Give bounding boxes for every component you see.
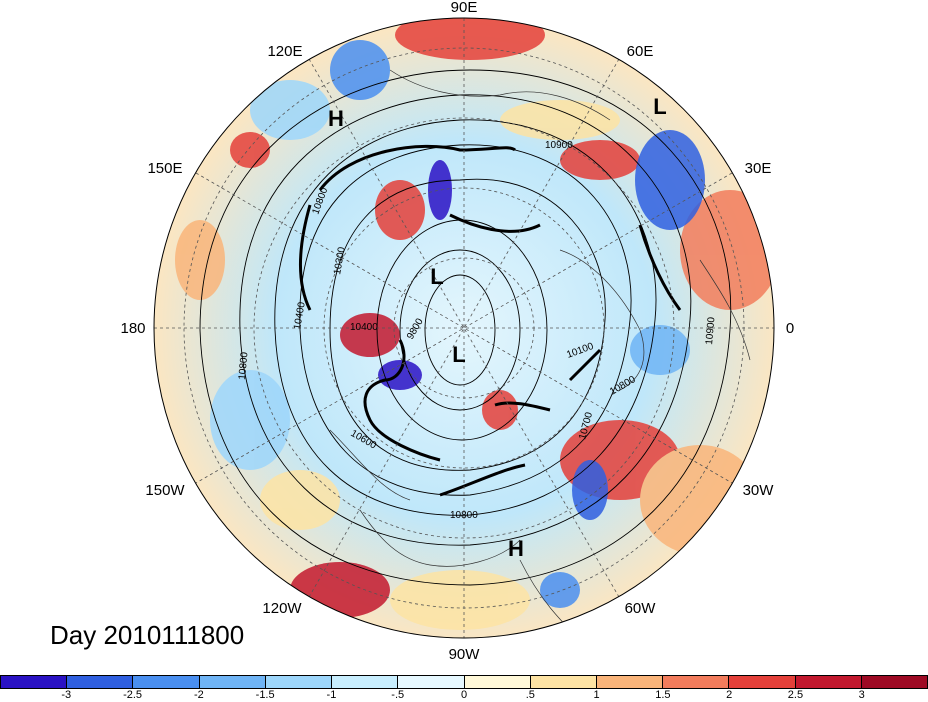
high-pressure-marker: H [508,536,524,561]
colorbar-segment [729,676,796,688]
colorbar-tick-label: -.5 [391,689,405,701]
lon-label-90w: 90W [449,646,481,663]
colorbar-tick-label: 1 [593,689,600,701]
graticule [154,18,774,638]
colorbar-segment [332,676,399,688]
contour-label: 10400 [292,301,308,331]
low-pressure-marker: L [430,264,443,289]
low-pressure-marker: L [452,342,465,367]
colorbar-tick-label: -2.5 [123,689,143,701]
lon-label-30w: 30W [743,482,775,499]
colorbar-tick-label: 3 [858,689,865,701]
colorbar-tick-label: -2 [193,689,204,701]
contour-label: 10800 [450,510,478,521]
map-boundary [153,17,775,639]
colorbar-tick-label: 1.5 [655,689,671,701]
colorbar-tick-label: 0 [460,689,468,701]
colorbar-segment [464,676,531,688]
colorbar-tick-label: .5 [525,689,535,701]
contour-label: 10800 [237,351,250,380]
high-pressure-marker: H [328,106,344,131]
low-pressure-marker: L [653,94,666,119]
lon-label-0: 0 [786,320,794,337]
lon-label-30e: 30E [745,160,772,177]
colorbar-segment [861,676,928,688]
pressure-centers: H L L L H [328,94,667,561]
colorbar-segment [1,676,68,688]
lon-label-60e: 60E [627,43,654,60]
colorbar-segment [663,676,730,688]
colorbar-segment [199,676,266,688]
colorbar [0,675,928,689]
lon-label-180: 180 [120,320,145,337]
polar-map: 90E 60E 30E 0 30W 60W 90W 120W 150W 180 … [120,0,794,663]
anomaly-field [154,18,774,638]
colorbar-segment [795,676,862,688]
colorbar-segment [265,676,333,688]
lon-label-120e: 120E [267,43,302,60]
colorbar-tick-label: 2.5 [787,689,804,701]
lon-label-90e: 90E [451,0,478,16]
lon-label-120w: 120W [262,600,302,617]
colorbar-segment [596,676,664,688]
colorbar-tick-label: 2 [726,689,733,701]
colorbar-tick-label: -1 [326,689,337,701]
map-title: Day 2010111800 [50,620,245,650]
contour-label: 10900 [704,316,717,345]
jet-contours [299,144,682,497]
contour-label: 10400 [350,322,378,333]
contour-label: 10300 [332,246,348,276]
lon-label-150e: 150E [147,160,182,177]
colorbar-segment [398,676,465,688]
longitude-labels: 90E 60E 30E 0 30W 60W 90W 120W 150W 180 … [120,0,794,663]
contour-label: 10900 [545,140,573,151]
colorbar-tick-label: -1.5 [255,689,275,701]
lon-label-60w: 60W [625,600,657,617]
colorbar-ticks: -3 -2.5 -2 -1.5 -1 -.5 0 .5 1 1.5 2 2.5 3 [0,689,928,702]
colorbar-segment [133,676,200,688]
colorbar-segment [67,676,134,688]
lon-label-150w: 150W [145,482,185,499]
colorbar-segment [530,676,597,688]
colorbar-tick-label: -3 [61,689,72,701]
